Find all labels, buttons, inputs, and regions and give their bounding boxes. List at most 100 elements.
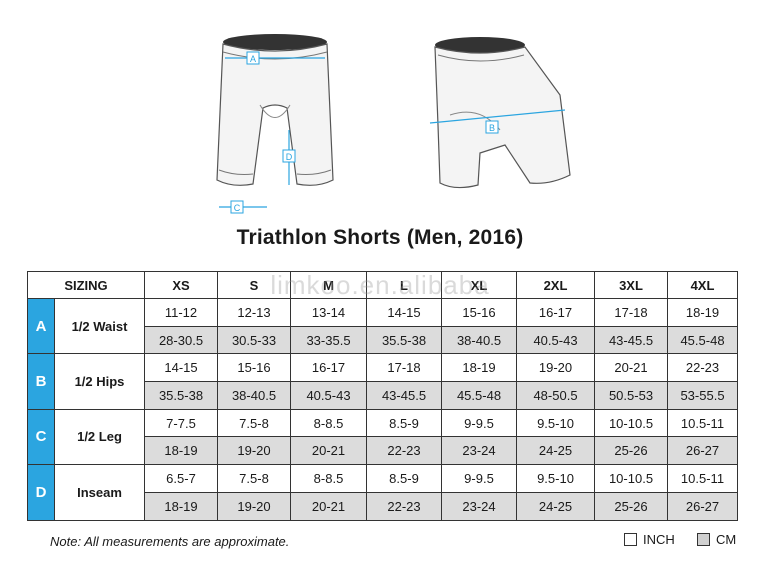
cm-swatch-icon — [697, 533, 710, 546]
inch-cell: 8.5-9 — [366, 464, 442, 493]
inch-cell: 16-17 — [516, 298, 595, 327]
inch-cell: 18-19 — [441, 353, 517, 383]
inch-cell: 15-16 — [217, 353, 291, 383]
cm-cell: 19-20 — [217, 491, 291, 521]
inch-cell: 9.5-10 — [516, 464, 595, 493]
cm-cell: 18-19 — [144, 436, 218, 466]
inch-cell: 7.5-8 — [217, 464, 291, 493]
measure-label: 1/2 Leg — [54, 408, 145, 466]
inch-cell: 14-15 — [366, 298, 442, 327]
page-title: Triathlon Shorts (Men, 2016) — [236, 226, 524, 249]
inch-cell: 20-21 — [594, 353, 668, 383]
size-header: XS — [144, 271, 218, 299]
cm-cell: 19-20 — [217, 436, 291, 466]
measure-label: 1/2 Waist — [54, 297, 145, 355]
inch-cell: 13-14 — [290, 298, 367, 327]
legend-inch-label: INCH — [643, 532, 675, 547]
cm-cell: 23-24 — [441, 436, 517, 466]
inch-cell: 17-18 — [594, 298, 668, 327]
size-header: 2XL — [516, 271, 595, 299]
inch-swatch-icon — [624, 533, 637, 546]
legend-inch: INCH — [624, 532, 675, 547]
inch-cell: 17-18 — [366, 353, 442, 383]
measure-letter: D — [27, 464, 55, 521]
measure-label: Inseam — [54, 464, 145, 521]
inch-cell: 8.5-9 — [366, 408, 442, 438]
measure-label: 1/2 Hips — [54, 353, 145, 410]
inch-cell: 19-20 — [516, 353, 595, 383]
cm-cell: 33-35.5 — [290, 325, 367, 355]
cm-cell: 22-23 — [366, 491, 442, 521]
cm-cell: 26-27 — [667, 491, 738, 521]
inch-cell: 8-8.5 — [290, 464, 367, 493]
inch-cell: 6.5-7 — [144, 464, 218, 493]
size-table: SIZING XS S M L XL 2XL 3XL 4XL A 1/2 Wai… — [27, 271, 738, 521]
inch-cell: 8-8.5 — [290, 408, 367, 438]
table-row: 18-19 19-20 20-21 22-23 23-24 24-25 25-2… — [28, 436, 738, 466]
size-header: S — [217, 271, 291, 299]
inch-cell: 15-16 — [441, 298, 517, 327]
cm-cell: 24-25 — [516, 491, 595, 521]
cm-cell: 50.5-53 — [594, 381, 668, 410]
size-header: L — [366, 271, 442, 299]
cm-cell: 35.5-38 — [366, 325, 442, 355]
table-row: C 1/2 Leg 7-7.5 7.5-8 8-8.5 8.5-9 9-9.5 … — [27, 408, 738, 466]
sizing-header: SIZING — [27, 271, 145, 299]
cm-cell: 43-45.5 — [594, 325, 668, 355]
inch-cell: 10-10.5 — [594, 464, 668, 493]
cm-cell: 38-40.5 — [217, 381, 291, 410]
measure-letter: B — [27, 353, 55, 410]
table-row: 28-30.5 30.5-33 33-35.5 35.5-38 38-40.5 … — [28, 325, 738, 355]
inch-cell: 14-15 — [144, 353, 218, 383]
cm-cell: 53-55.5 — [667, 381, 738, 410]
cm-cell: 20-21 — [290, 436, 367, 466]
inch-cell: 9.5-10 — [516, 408, 595, 438]
cm-cell: 23-24 — [441, 491, 517, 521]
cm-cell: 43-45.5 — [366, 381, 442, 410]
inch-cell: 10-10.5 — [594, 408, 668, 438]
cm-cell: 25-26 — [594, 491, 668, 521]
table-row: A 1/2 Waist 11-12 12-13 13-14 14-15 15-1… — [27, 297, 738, 355]
cm-cell: 45.5-48 — [441, 381, 517, 410]
measure-letter: C — [27, 408, 55, 466]
inch-cell: 9-9.5 — [441, 464, 517, 493]
cm-cell: 18-19 — [144, 491, 218, 521]
inch-cell: 10.5-11 — [667, 464, 738, 493]
legend-cm-label: CM — [716, 532, 737, 547]
cm-cell: 20-21 — [290, 491, 367, 521]
inch-cell: 22-23 — [667, 353, 738, 383]
table-row: D Inseam 6.5-7 7.5-8 8-8.5 8.5-9 9-9.5 9… — [27, 464, 738, 521]
cm-cell: 26-27 — [667, 436, 738, 466]
inch-cell: 9-9.5 — [441, 408, 517, 438]
size-header: M — [290, 271, 367, 299]
table-row: 35.5-38 38-40.5 40.5-43 43-45.5 45.5-48 … — [28, 381, 738, 410]
size-header: 3XL — [594, 271, 668, 299]
cm-cell: 30.5-33 — [217, 325, 291, 355]
inch-cell: 18-19 — [667, 298, 738, 327]
cm-cell: 48-50.5 — [516, 381, 595, 410]
table-row: 18-19 19-20 20-21 22-23 23-24 24-25 25-2… — [28, 491, 738, 521]
marker-a: A — [250, 54, 256, 64]
inch-cell: 16-17 — [290, 353, 367, 383]
marker-c: C — [234, 203, 241, 213]
cm-cell: 35.5-38 — [144, 381, 218, 410]
inch-cell: 10.5-11 — [667, 408, 738, 438]
cm-cell: 45.5-48 — [667, 325, 738, 355]
table-row: B 1/2 Hips 14-15 15-16 16-17 17-18 18-19… — [27, 353, 738, 410]
cm-cell: 38-40.5 — [441, 325, 517, 355]
measure-letter: A — [27, 297, 55, 355]
cm-cell: 28-30.5 — [144, 325, 218, 355]
cm-cell: 24-25 — [516, 436, 595, 466]
footnote: Note: All measurements are approximate. — [50, 534, 290, 549]
size-header: XL — [441, 271, 517, 299]
cm-cell: 25-26 — [594, 436, 668, 466]
inch-cell: 7-7.5 — [144, 408, 218, 438]
inch-cell: 7.5-8 — [217, 408, 291, 438]
header-row: SIZING XS S M L XL 2XL 3XL 4XL — [27, 271, 738, 299]
marker-b: B — [489, 123, 495, 133]
shorts-back-illustration: B — [429, 37, 571, 189]
cm-cell: 22-23 — [366, 436, 442, 466]
marker-d: D — [286, 152, 293, 162]
inch-cell: 12-13 — [217, 298, 291, 327]
inch-cell: 11-12 — [144, 298, 218, 327]
